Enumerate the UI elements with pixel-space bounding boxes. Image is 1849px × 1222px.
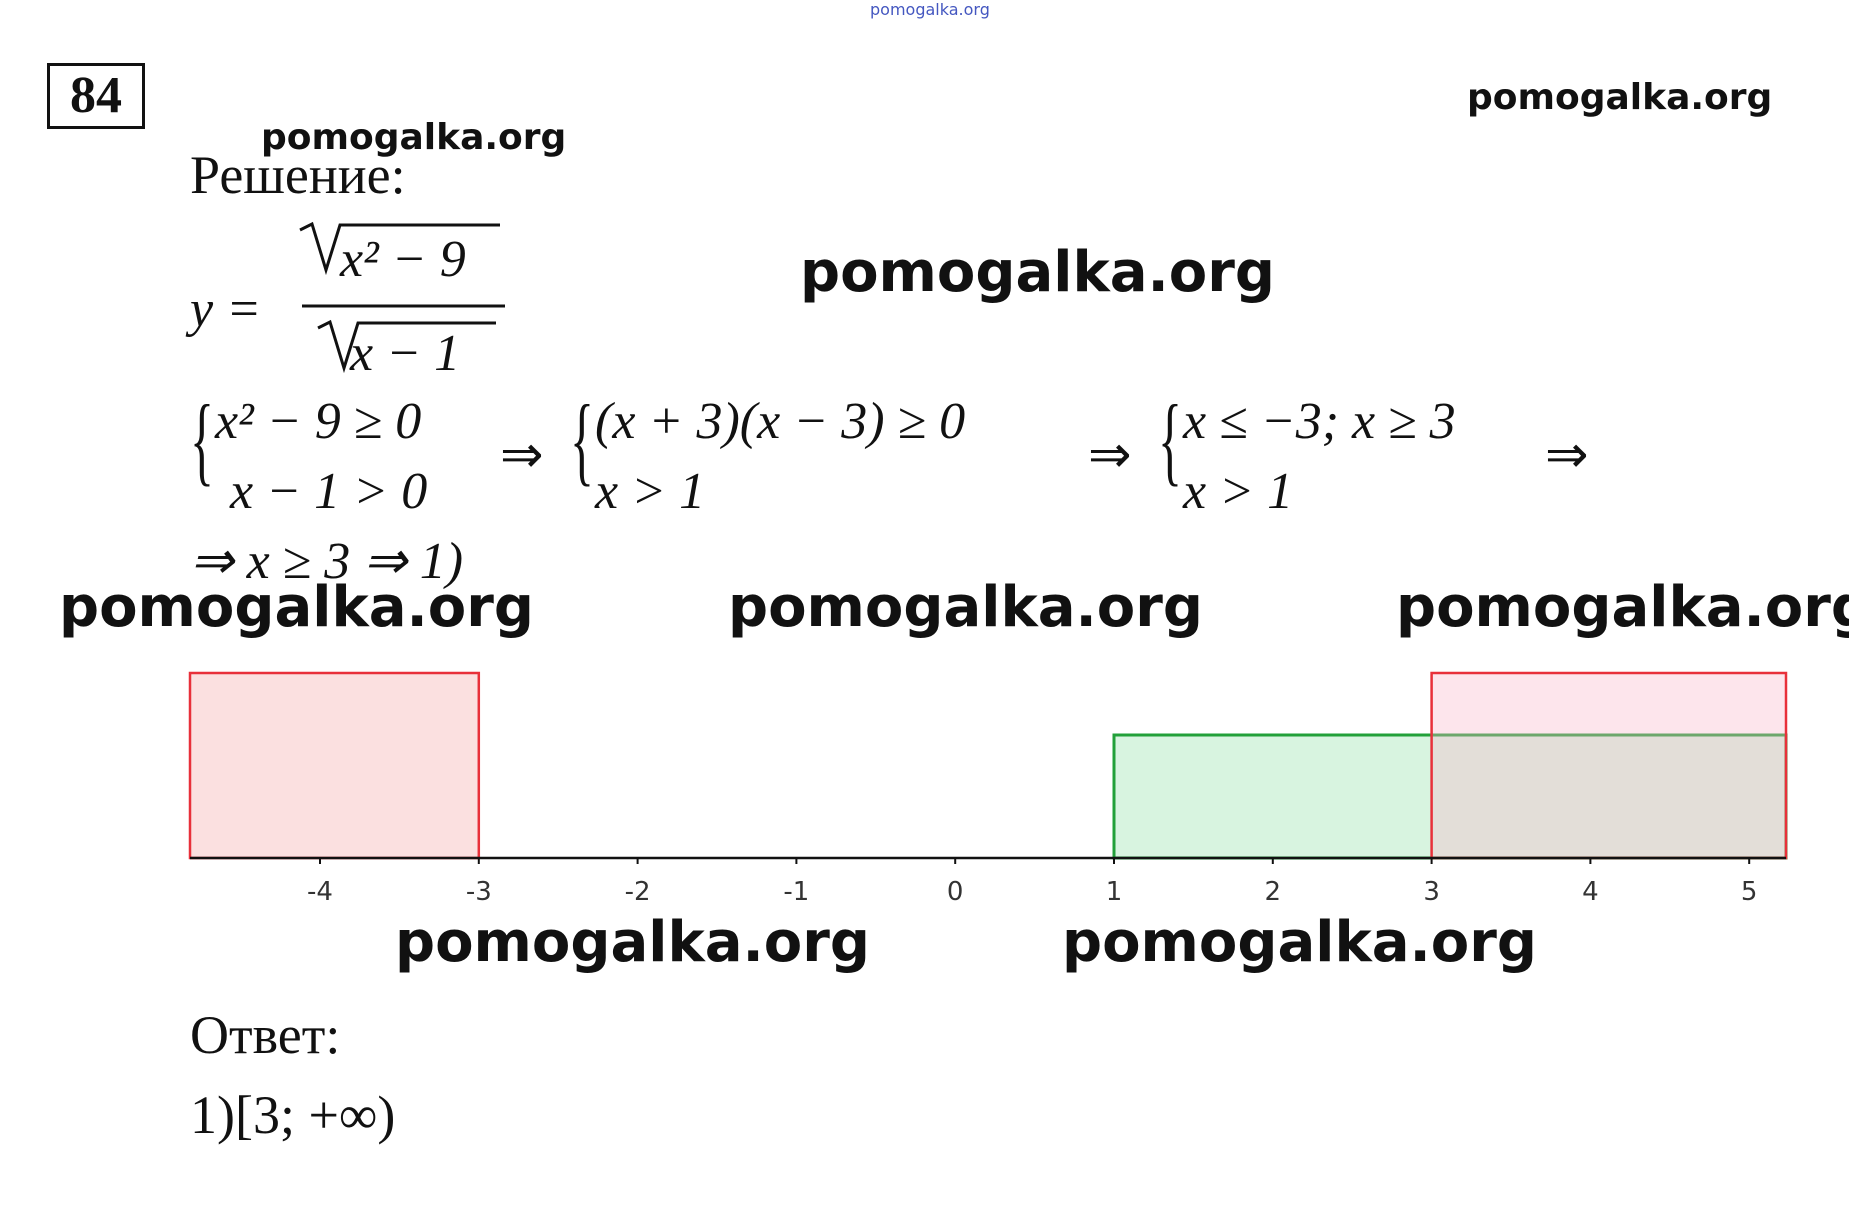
region-x-gt-1 xyxy=(1112,733,1788,860)
region-x-ge-3 xyxy=(1430,671,1788,860)
formula-lhs: y = xyxy=(190,281,262,338)
system-line: x > 1 xyxy=(595,463,706,520)
tick-label: -2 xyxy=(625,877,651,907)
arrow: ⇒ xyxy=(1545,427,1589,484)
answer-label: Ответ: xyxy=(190,1005,341,1065)
brace: { xyxy=(1158,384,1182,495)
watermark: pomogalka.org xyxy=(59,575,534,640)
formula-denominator: x − 1 xyxy=(350,325,461,382)
problem-number: 84 xyxy=(47,63,145,129)
brace: { xyxy=(190,384,214,495)
arrow: ⇒ xyxy=(1088,427,1132,484)
tick-label: 3 xyxy=(1423,877,1440,907)
tick-label: -3 xyxy=(466,877,492,907)
watermark: pomogalka.org xyxy=(1062,910,1537,975)
watermark: pomogalka.org xyxy=(870,0,990,19)
answer: 1)[3; +∞) xyxy=(190,1085,396,1145)
conclusion: ⇒ x ≥ 3 ⇒ 1) xyxy=(190,533,464,590)
watermark: pomogalka.org xyxy=(728,575,1203,640)
system-line: x > 1 xyxy=(1183,463,1294,520)
tick-label: 5 xyxy=(1741,877,1758,907)
tick-label: -4 xyxy=(307,877,333,907)
tick-label: 2 xyxy=(1265,877,1282,907)
system-line: x − 1 > 0 xyxy=(230,463,428,520)
tick-label: 1 xyxy=(1106,877,1123,907)
watermark: pomogalka.org xyxy=(800,240,1275,305)
system-line: x² − 9 ≥ 0 xyxy=(215,393,422,450)
heading: Решение: xyxy=(190,145,406,205)
watermark: pomogalka.org xyxy=(395,910,870,975)
arrow: ⇒ xyxy=(500,427,544,484)
watermark: pomogalka.org xyxy=(1467,77,1773,118)
watermark: pomogalka.org xyxy=(1396,575,1849,640)
brace: { xyxy=(570,384,594,495)
region-x-le-minus-3 xyxy=(188,671,481,860)
formula-numerator: x² − 9 xyxy=(340,231,466,288)
tick-label: 4 xyxy=(1582,877,1599,907)
watermark: pomogalka.org xyxy=(261,117,567,158)
tick-label: 0 xyxy=(947,877,964,907)
system-line: (x + 3)(x − 3) ≥ 0 xyxy=(595,393,966,450)
system-line: x ≤ −3; x ≥ 3 xyxy=(1183,393,1456,450)
tick-label: -1 xyxy=(783,877,809,907)
